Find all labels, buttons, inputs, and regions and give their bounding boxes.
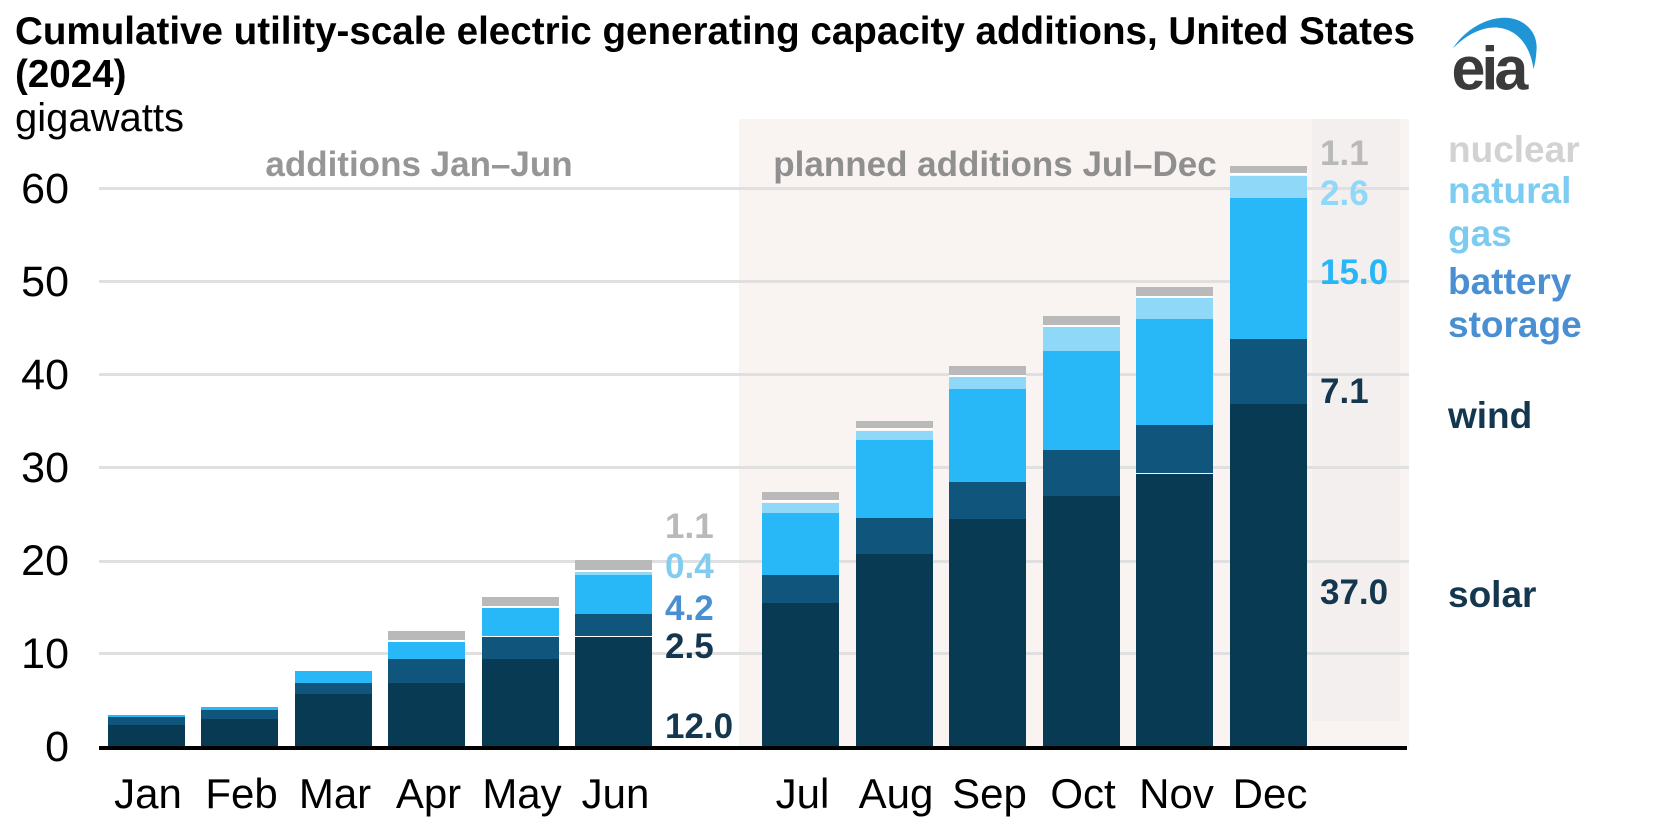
svg-text:eia: eia [1452,35,1530,99]
